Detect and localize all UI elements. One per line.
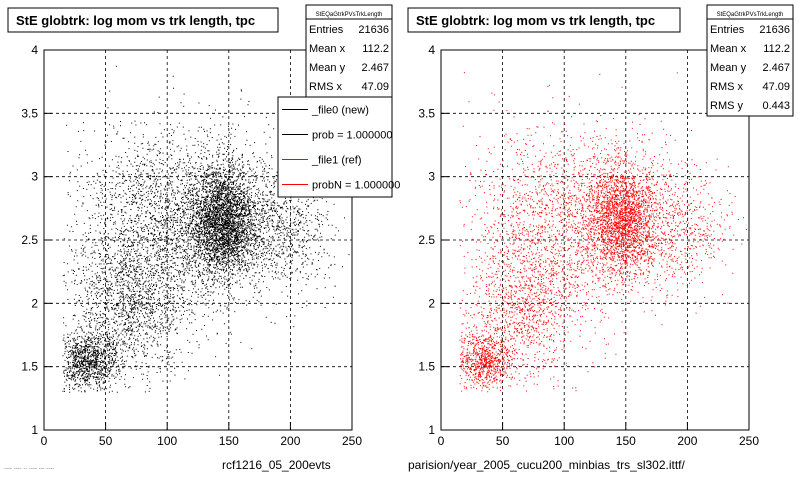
x-tick-label: 0 <box>41 434 48 448</box>
stats-row-value: 47.09 <box>361 81 389 93</box>
stats-row-value: 0.443 <box>762 100 790 112</box>
y-tick-label: 3.5 <box>21 106 38 120</box>
scatter-point-cloud <box>62 65 350 393</box>
y-tick-label: 2.5 <box>418 233 435 247</box>
right-stats-box: StEQaGtrkPVsTrkLength Entries 21636 Mean x 1… <box>706 4 794 117</box>
x-tick-label: 50 <box>496 434 510 448</box>
right-file-caption: parision/year_2005_cucu200_minbias_trs_s… <box>408 458 685 472</box>
x-tick-label: 150 <box>219 434 239 448</box>
stats-row-label: Entries <box>309 24 344 36</box>
y-tick-label: 1 <box>428 423 435 437</box>
stats-row-label: RMS y <box>710 100 744 112</box>
x-tick-label: 150 <box>616 434 636 448</box>
left-axis-ticks: 0 50 100 150 200 250 1 1.5 2 2.5 3 3.5 4 <box>21 43 362 448</box>
right-chart-title: StE globtrk: log mom vs trk length, tpc <box>416 13 655 28</box>
left-scatter-points <box>62 65 350 393</box>
legend-entry-label: probN = 1.000000 <box>312 180 400 192</box>
stats-box-frame <box>305 4 393 98</box>
left-chart-title: StE globtrk: log mom vs trk length, tpc <box>16 13 255 28</box>
stats-row-value: 21636 <box>759 24 790 36</box>
legend-frame <box>277 96 393 198</box>
stats-row-value: 2.467 <box>361 62 389 74</box>
x-tick-label: 250 <box>342 434 362 448</box>
legend-entry-label: _file0 (new) <box>311 105 369 117</box>
y-tick-label: 1.5 <box>21 360 38 374</box>
y-tick-label: 2.5 <box>21 233 38 247</box>
right-plot-frame <box>440 49 750 431</box>
y-tick-label: 2 <box>428 296 435 310</box>
stats-row-label: Mean x <box>309 43 346 55</box>
y-tick-label: 4 <box>428 43 435 57</box>
corner-timestamp: ---- ---- -- ---- --- ---- <box>4 466 55 472</box>
stats-row-value: 47.09 <box>762 81 790 93</box>
stats-row-label: Entries <box>710 24 745 36</box>
x-tick-label: 100 <box>554 434 574 448</box>
left-panel: 0 50 100 150 200 250 1 1.5 2 2.5 3 3.5 4 StE globtrk… <box>7 4 400 448</box>
left-legend: _file0 (new) prob = 1.000000 _file1 (ref) p… <box>277 96 400 198</box>
right-axis-ticks: 0 50 100 150 200 250 1 1.5 2 2.5 3 3.5 4 <box>418 43 759 448</box>
stats-row-label: Mean y <box>309 62 346 74</box>
stats-row-value: 2.467 <box>762 62 790 74</box>
y-tick-label: 4 <box>31 43 38 57</box>
x-tick-label: 200 <box>280 434 300 448</box>
y-tick-label: 1 <box>31 423 38 437</box>
stats-row-label: Mean x <box>710 43 747 55</box>
left-title-box <box>7 7 279 33</box>
left-file-caption: rcf1216_05_200evts <box>222 458 331 472</box>
x-tick-label: 100 <box>157 434 177 448</box>
stats-row-label: Mean y <box>710 62 747 74</box>
x-tick-label: 50 <box>99 434 113 448</box>
legend-entry-label: _file1 (ref) <box>311 155 362 167</box>
stats-row-value: 112.2 <box>763 43 790 55</box>
x-tick-label: 200 <box>677 434 697 448</box>
stats-row-label: RMS x <box>309 81 343 93</box>
y-tick-label: 3.5 <box>418 106 435 120</box>
stats-row-value: 112.2 <box>362 43 389 55</box>
x-tick-label: 0 <box>438 434 445 448</box>
legend-entry-label: prob = 1.000000 <box>312 130 392 142</box>
stats-row-value: 21636 <box>358 24 389 36</box>
right-title-box <box>407 7 681 33</box>
right-panel: 0 50 100 150 200 250 1 1.5 2 2.5 3 3.5 4 StE globtrk… <box>407 4 794 448</box>
stats-histogram-name: StEQaGtrkPVsTrkLength <box>316 12 383 18</box>
x-tick-label: 250 <box>739 434 759 448</box>
y-tick-label: 3 <box>428 170 435 184</box>
y-tick-label: 2 <box>31 296 38 310</box>
stats-row-label: RMS x <box>710 81 744 93</box>
stats-box-frame <box>706 4 794 117</box>
stats-histogram-name: StEQaGtrkPVsTrkLength <box>717 12 784 18</box>
y-tick-label: 3 <box>31 170 38 184</box>
left-stats-box: StEQaGtrkPVsTrkLength Entries 21636 Mean x 1… <box>305 4 393 98</box>
y-tick-label: 1.5 <box>418 360 435 374</box>
